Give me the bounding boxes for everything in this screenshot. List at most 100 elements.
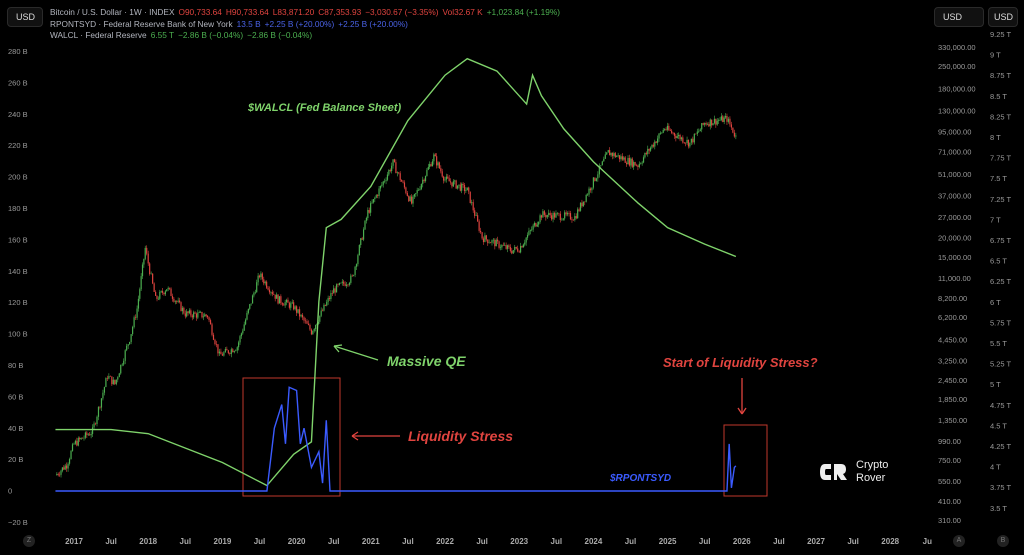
btc-candle [357, 255, 359, 265]
btc-candle [524, 242, 526, 245]
btc-candle [548, 212, 550, 216]
btc-candle [285, 299, 288, 303]
btc-candle [362, 229, 365, 240]
btc-candle [77, 437, 79, 446]
left-axis-tick: 20 B [8, 455, 23, 464]
btc-candle [487, 239, 489, 244]
btc-candle [288, 302, 290, 308]
btc-axis-tick: 27,000.00 [938, 213, 971, 222]
fed-axis-tick: 5.75 T [990, 318, 1012, 327]
btc-candle [626, 162, 628, 165]
btc-candle [718, 120, 720, 121]
btc-candle [257, 275, 259, 283]
btc-candle [696, 131, 698, 134]
btc-candle [477, 215, 479, 222]
auto-scale-a-button[interactable]: A [953, 535, 965, 547]
scale-b-button[interactable]: B [997, 535, 1009, 547]
fed-axis-tick: 6.25 T [990, 277, 1012, 286]
btc-candle [709, 119, 711, 127]
btc-candle [365, 218, 368, 221]
btc-candle [613, 153, 615, 157]
btc-candle [518, 251, 520, 253]
btc-candle [635, 165, 638, 167]
btc-candle [90, 433, 92, 436]
btc-candle [344, 283, 346, 286]
btc-candle [233, 350, 235, 353]
btc-candle [374, 197, 376, 200]
btc-axis-tick: 71,000.00 [938, 147, 971, 156]
timezone-z-button[interactable]: Z [23, 535, 35, 547]
currency-select-fed[interactable]: USD [988, 7, 1018, 27]
btc-candle [601, 161, 603, 166]
btc-candle [538, 221, 540, 225]
btc-candle [333, 288, 335, 294]
annotation-start-stress: Start of Liquidity Stress? [663, 355, 818, 370]
btc-axis-tick: 990.00 [938, 437, 961, 446]
btc-candle [719, 119, 721, 121]
legend-btc[interactable]: Bitcoin / U.S. Dollar · 1W · INDEX O90,73… [50, 7, 561, 17]
btc-candle [334, 288, 336, 293]
x-axis-tick: 2020 [288, 537, 306, 546]
btc-candle [562, 218, 564, 220]
btc-candle [494, 239, 496, 247]
btc-candle [202, 316, 204, 318]
btc-candle [268, 289, 271, 293]
btc-candle [109, 376, 111, 377]
btc-candle [652, 144, 654, 147]
fed-axis-tick: 9 T [990, 51, 1001, 60]
btc-candle [614, 153, 616, 157]
btc-candle [309, 324, 311, 330]
btc-candle [403, 182, 406, 188]
btc-candle [141, 264, 144, 277]
btc-candle [658, 133, 660, 139]
btc-candle [223, 352, 225, 356]
btc-candle [361, 238, 363, 240]
btc-candle [549, 212, 551, 216]
btc-candle [392, 159, 394, 166]
btc-candle [559, 213, 561, 220]
btc-candle [419, 189, 421, 190]
btc-candle [641, 162, 643, 164]
btc-candle [485, 235, 487, 240]
btc-candle [415, 193, 417, 195]
btc-candle [634, 162, 636, 166]
btc-candle [266, 281, 268, 288]
btc-axis-tick: 1,850.00 [938, 395, 967, 404]
btc-candle [443, 176, 445, 181]
btc-candle [161, 291, 164, 293]
btc-candle [732, 127, 734, 133]
btc-candle [412, 196, 414, 204]
btc-candle [592, 177, 594, 188]
btc-candle [227, 350, 229, 354]
btc-candle [127, 344, 129, 346]
arrow-start-head [737, 407, 747, 415]
btc-candle [597, 174, 599, 179]
btc-candle [377, 195, 379, 196]
btc-candle [270, 292, 272, 293]
btc-candle [341, 281, 343, 283]
btc-candle [195, 313, 198, 318]
left-axis-tick: 40 B [8, 424, 23, 433]
annotation-qe: Massive QE [387, 353, 466, 369]
btc-candle [584, 201, 586, 203]
btc-candle [676, 136, 678, 139]
currency-select-btc[interactable]: USD [934, 7, 984, 27]
btc-candle [382, 181, 384, 185]
btc-axis-tick: 15,000.00 [938, 253, 971, 262]
btc-axis-tick: 37,000.00 [938, 192, 971, 201]
btc-candle [348, 282, 350, 285]
btc-candle [136, 308, 138, 318]
currency-select-left[interactable]: USD [7, 7, 43, 27]
btc-axis-tick: 6,200.00 [938, 313, 967, 322]
legend-walcl[interactable]: WALCL · Federal Reserve 6.55 T −2.86 B (−0… [50, 30, 313, 40]
fed-axis-tick: 3.5 T [990, 504, 1007, 513]
btc-candle [465, 190, 467, 191]
btc-candle [328, 298, 331, 299]
btc-candle [422, 179, 424, 185]
btc-candle [60, 470, 62, 475]
btc-candle [80, 437, 82, 440]
btc-candle [558, 213, 560, 214]
btc-candle [478, 221, 480, 231]
legend-rpontsyd[interactable]: RPONTSYD · Federal Reserve Bank of New Y… [50, 18, 408, 29]
